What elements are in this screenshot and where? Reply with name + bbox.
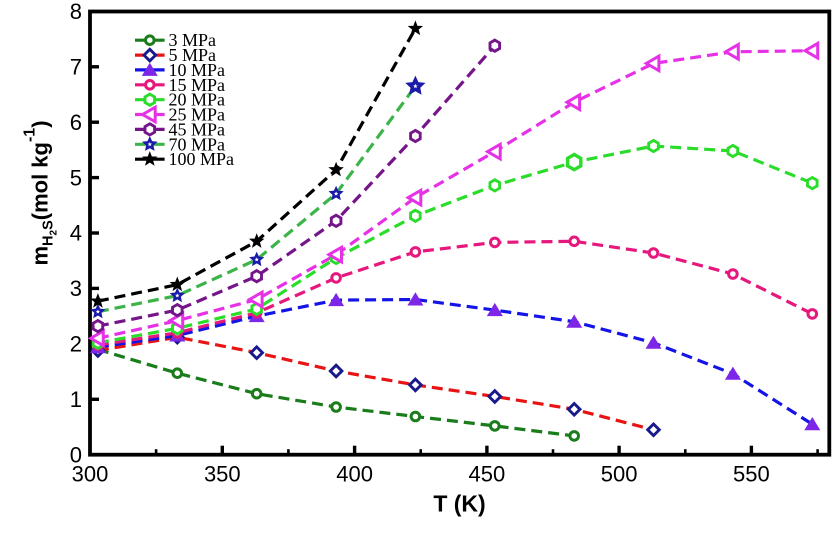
- svg-text:2: 2: [70, 332, 82, 357]
- svg-text:100 MPa: 100 MPa: [169, 149, 235, 169]
- svg-text:1: 1: [70, 387, 82, 412]
- svg-text:450: 450: [469, 462, 506, 487]
- svg-text:500: 500: [601, 462, 638, 487]
- svg-text:550: 550: [733, 462, 770, 487]
- svg-text:400: 400: [336, 462, 373, 487]
- svg-text:5 MPa: 5 MPa: [169, 45, 217, 65]
- svg-text:0: 0: [70, 442, 82, 467]
- svg-text:4: 4: [70, 221, 82, 246]
- svg-text:10 MPa: 10 MPa: [169, 60, 226, 80]
- svg-text:6: 6: [70, 110, 82, 135]
- svg-text:45 MPa: 45 MPa: [169, 119, 226, 139]
- svg-text:70 MPa: 70 MPa: [169, 134, 226, 154]
- svg-text:15 MPa: 15 MPa: [169, 75, 226, 95]
- svg-text:5: 5: [70, 165, 82, 190]
- svg-text:350: 350: [204, 462, 241, 487]
- svg-text:T (K): T (K): [433, 491, 485, 517]
- svg-text:8: 8: [70, 0, 82, 24]
- svg-text:300: 300: [72, 462, 109, 487]
- svg-text:25 MPa: 25 MPa: [169, 105, 226, 125]
- svg-text:20 MPa: 20 MPa: [169, 90, 226, 110]
- svg-text:7: 7: [70, 55, 82, 80]
- svg-text:3 MPa: 3 MPa: [169, 30, 217, 50]
- svg-text:3: 3: [70, 276, 82, 301]
